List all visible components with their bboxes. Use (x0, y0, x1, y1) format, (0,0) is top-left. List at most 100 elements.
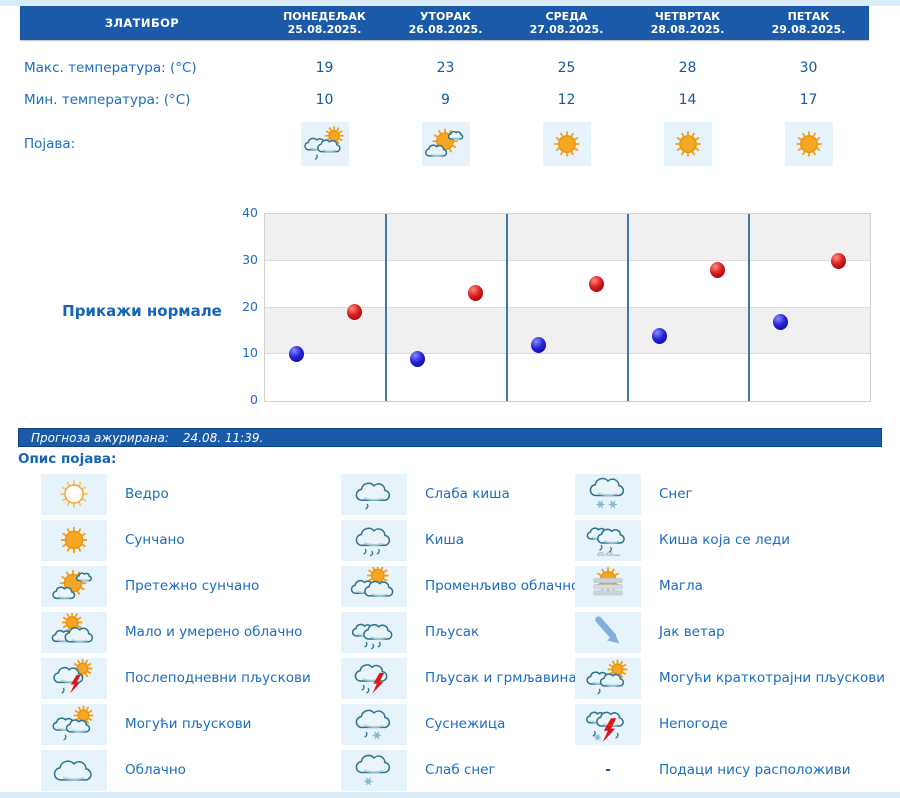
fog-icon (593, 567, 623, 596)
legend-icon-tile (341, 749, 407, 791)
cloud-sun-drop-icon (52, 705, 94, 741)
cloud-flake-icon (355, 754, 391, 786)
legend-item: Мало и умерено облачно (41, 609, 341, 655)
min-temp-value: 9 (441, 92, 450, 108)
legend-item: Могући краткотрајни пљускови (575, 655, 885, 701)
day-separator-line (748, 214, 750, 401)
legend-item-label: Слаб снег (425, 762, 496, 778)
max-temp-row: Макс. температура: (°C) 19 23 25 28 30 (20, 59, 869, 77)
min-temp-point (409, 350, 425, 367)
sun-icon (795, 131, 822, 157)
legend-item: Пљусак и грмљавина (341, 655, 577, 701)
min-temp-row: Мин. температура: (°C) 10 9 12 14 17 (20, 91, 869, 109)
cloud-sun-drop-icon (586, 659, 628, 695)
legend-item-label: Суснежица (425, 716, 506, 732)
clouds-freezing-icon (586, 527, 625, 556)
cloud-sun-storm-icon (53, 659, 93, 694)
legend-item: Киша (341, 517, 575, 563)
phenomena-row: Појава: (20, 121, 869, 167)
chart-plot-area (264, 213, 871, 402)
legend-item-label: Непогоде (659, 716, 728, 732)
cloud-storm-rain-icon (354, 664, 388, 694)
max-temp-label: Макс. температура: (°C) (24, 60, 197, 76)
legend-item: Снег (575, 471, 885, 517)
legend-item-label: Послеподневни пљускови (125, 670, 311, 686)
legend-item: Јак ветар (575, 609, 885, 655)
phenomena-tile (784, 122, 833, 166)
legend-item-label: Слаба киша (425, 486, 510, 502)
max-temp-value: 28 (678, 60, 697, 76)
location-title: ЗЛАТИБОР (104, 16, 180, 30)
legend-item: Послеподневни пљускови (41, 655, 341, 701)
phenomena-tile (663, 122, 712, 166)
max-temp-value: 30 (799, 60, 818, 76)
legend-item-label: Пљусак и грмљавина (425, 670, 577, 686)
legend-item-label: Могући пљускови (125, 716, 252, 732)
y-axis-tick: 0 (250, 392, 258, 407)
day-header: УТОРАК 26.08.2025. (408, 10, 483, 36)
day-separator-line (385, 214, 387, 401)
legend-item-label: Ведро (125, 486, 169, 502)
sun-cloud-icon (424, 128, 463, 157)
legend-item: Непогоде (575, 701, 885, 747)
phenomena-tile (421, 122, 470, 166)
legend-grid: Ведро Слаба киша Снег Сунчано Киша Киша која … (41, 471, 885, 793)
chart-band (265, 354, 870, 401)
legend-item: Сунчано (41, 517, 341, 563)
y-axis-tick: 40 (242, 205, 258, 220)
legend-icon-tile (341, 565, 407, 607)
legend-icon-tile (41, 519, 107, 561)
legend-title: Опис појава: (18, 451, 117, 467)
min-temp-point (288, 346, 304, 363)
legend-item-label: Сунчано (125, 532, 185, 548)
legend-icon-tile (341, 473, 407, 515)
chart-band (265, 260, 870, 308)
legend-icon-tile (575, 703, 641, 745)
max-temp-point (468, 285, 484, 302)
sun-outline-icon (60, 480, 88, 508)
sun-icon (674, 131, 701, 157)
forecast-header: ЗЛАТИБОР ПОНЕДЕЉАК 25.08.2025. УТОРАК 26.08… (20, 6, 869, 40)
legend-icon-tile (575, 657, 641, 699)
legend-icon-tile (341, 519, 407, 561)
max-temp-point (831, 252, 847, 269)
y-axis-tick: 10 (242, 345, 258, 361)
legend-item: Пљусак (341, 609, 575, 655)
min-temp-label: Мин. температура: (°C) (24, 92, 191, 108)
phenomena-label: Појава: (24, 136, 76, 152)
clouds-sun2-icon (350, 567, 394, 597)
legend-icon-tile (575, 473, 641, 515)
phenomena-tile (300, 122, 349, 166)
legend-item-label: Магла (659, 578, 703, 594)
legend-item: Могући пљускови (41, 701, 341, 747)
max-temp-value: 23 (436, 60, 455, 76)
day-header: ПОНЕДЕЉАК 25.08.2025. (283, 10, 366, 36)
min-temp-value: 12 (557, 92, 576, 108)
legend-item: Променљиво облачно (341, 563, 579, 609)
legend-icon-tile (41, 657, 107, 699)
legend-icon-tile (575, 519, 641, 561)
day-header: ЧЕТВРТАК 28.08.2025. (650, 10, 725, 36)
min-temp-value: 17 (799, 92, 818, 108)
legend-icon-tile (341, 611, 407, 653)
cloud-rain-icon (355, 527, 391, 557)
show-normals-button[interactable]: Прикажи нормале (62, 302, 222, 320)
sun-icon (553, 131, 580, 157)
day-separator-line (627, 214, 629, 401)
day-separator-line (506, 214, 508, 401)
legend-icon-tile (41, 611, 107, 653)
max-temp-value: 25 (557, 60, 576, 76)
updated-value: 24.08. 11:39. (182, 430, 264, 445)
top-divider (0, 0, 900, 6)
cloud-icon (53, 760, 92, 781)
legend-item: Киша која се леди (575, 517, 885, 563)
legend-icon-tile (575, 611, 641, 653)
updated-label: Прогноза ажурирана: (31, 430, 169, 445)
min-temp-value: 14 (678, 92, 697, 108)
max-temp-point (589, 276, 605, 293)
legend-item-label: Мало и умерено облачно (125, 624, 303, 640)
bottom-divider (0, 792, 900, 798)
legend-item: Суснежица (341, 701, 575, 747)
storm-icon (586, 711, 624, 743)
legend-icon-tile (41, 473, 107, 515)
